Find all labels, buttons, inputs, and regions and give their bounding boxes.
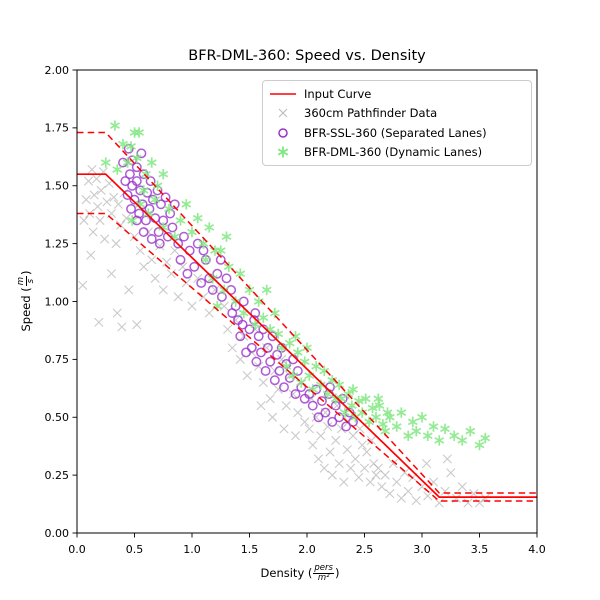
x-tick-label: 4.0 <box>528 543 546 556</box>
x-tick-label: 1.5 <box>241 543 259 556</box>
x-tick-label: 0.5 <box>126 543 144 556</box>
input-curve-lower-bound <box>77 212 537 502</box>
x-axis-label: Density (pers m²) <box>0 556 600 590</box>
x-tick-label: 1.0 <box>183 543 201 556</box>
y-tick-label: 0.50 <box>45 411 70 424</box>
legend: Input Curve 360cm Pathfinder Data BFR-SS… <box>262 80 532 166</box>
x-tick-label: 2.5 <box>356 543 374 556</box>
y-tick-label: 1.00 <box>45 295 70 308</box>
series-dml <box>100 120 491 451</box>
legend-label: BFR-SSL-360 (Separated Lanes) <box>304 125 487 140</box>
x-axis-label-prefix: Density ( <box>260 566 313 580</box>
legend-label: 360cm Pathfinder Data <box>304 106 438 121</box>
y-axis-label-prefix: Speed ( <box>19 287 33 332</box>
y-tick-label: 1.50 <box>45 180 70 193</box>
input-curve <box>77 131 537 502</box>
x-tick-label: 2.0 <box>298 543 316 556</box>
x-tick-label: 3.0 <box>413 543 431 556</box>
series-pathfinder <box>78 164 490 508</box>
x-axis-unit-numerator: pers <box>313 562 334 574</box>
y-axis-ticks: 0.00 0.25 0.50 0.75 1.00 1.25 1.50 1.75 2.00 <box>45 64 77 540</box>
y-tick-label: 0.00 <box>45 527 70 540</box>
x-axis-ticks: 0.0 0.5 1.0 1.5 2.0 2.5 3.0 3.5 4.0 <box>68 533 546 556</box>
x-axis-unit-denominator: m² <box>317 572 330 583</box>
input-curve-upper-bound <box>77 131 537 494</box>
circle-marker-icon <box>268 127 298 139</box>
legend-item-input-curve: Input Curve <box>263 85 531 103</box>
legend-label: BFR-DML-360 (Dynamic Lanes) <box>304 145 483 160</box>
y-tick-label: 1.75 <box>45 122 70 135</box>
input-curve-solid <box>77 173 537 498</box>
y-axis-label: Speed (m s) <box>11 221 41 381</box>
y-tick-label: 2.00 <box>45 64 70 77</box>
y-axis-label-suffix: ) <box>19 270 33 276</box>
y-axis-unit-numerator: m <box>15 276 27 287</box>
y-tick-label: 0.75 <box>45 353 70 366</box>
legend-item-pathfinder: 360cm Pathfinder Data <box>263 104 531 122</box>
legend-item-dml: BFR-DML-360 (Dynamic Lanes) <box>263 143 531 161</box>
y-tick-label: 1.25 <box>45 237 70 250</box>
y-axis-unit-denominator: s <box>25 278 36 284</box>
x-marker-icon <box>268 107 298 119</box>
x-tick-label: 0.0 <box>68 543 86 556</box>
legend-label: Input Curve <box>304 86 372 101</box>
input-curve-line-icon <box>268 88 298 100</box>
x-tick-label: 3.5 <box>471 543 489 556</box>
x-axis-label-suffix: ) <box>334 566 340 580</box>
asterisk-marker-icon <box>268 145 298 159</box>
y-tick-label: 0.25 <box>45 469 70 482</box>
legend-item-ssl: BFR-SSL-360 (Separated Lanes) <box>263 124 531 142</box>
x-axis-unit-fraction: pers m² <box>313 562 334 583</box>
plot-frame <box>76 69 538 534</box>
plot-render-root: 0.0 0.5 1.0 1.5 2.0 2.5 3.0 3.5 4.00.000.250.500… <box>45 64 546 556</box>
chart-title: BFR-DML-360: Speed vs. Density <box>188 48 426 64</box>
